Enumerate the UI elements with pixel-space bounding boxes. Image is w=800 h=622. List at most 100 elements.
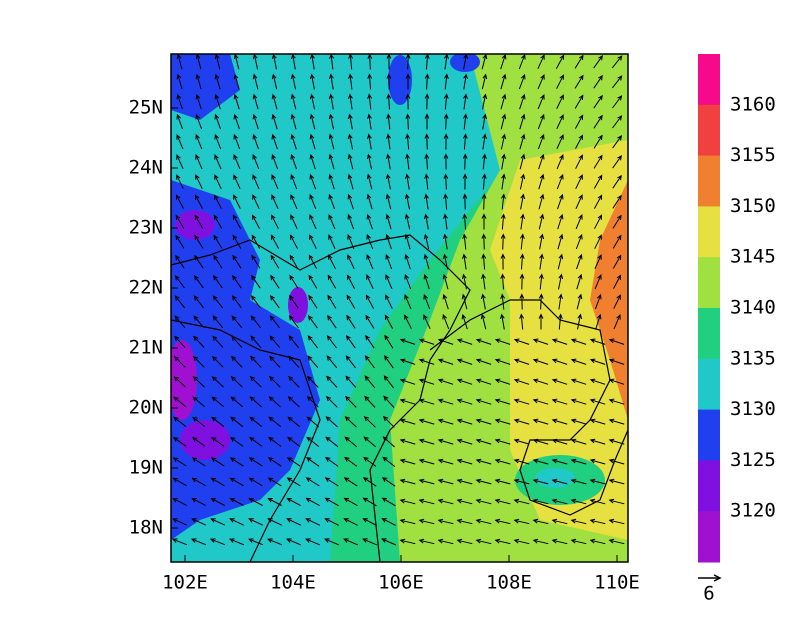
wind-arrow (551, 438, 568, 445)
wind-arrow (537, 113, 545, 130)
wind-arrow (347, 133, 354, 150)
wind-arrow (325, 436, 339, 448)
wind-arrow (251, 234, 261, 249)
wind-arrow (608, 398, 625, 405)
wind-arrow (539, 233, 545, 250)
reference-vector-head (713, 574, 722, 582)
wind-arrow (589, 478, 606, 485)
coastlines (171, 234, 628, 562)
wind-arrow (570, 458, 587, 465)
wind-arrow (593, 154, 603, 169)
wind-arrow (608, 538, 625, 545)
wind-arrow (556, 134, 564, 150)
wind-arrow (343, 497, 358, 507)
field-purple (180, 420, 230, 460)
colorbar-label: 3130 (730, 398, 776, 420)
wind-arrow (286, 457, 301, 467)
wind-arrow (347, 193, 354, 210)
wind-arrow (576, 293, 583, 310)
wind-arrow (399, 338, 416, 345)
wind-arrow (328, 133, 335, 150)
wind-arrow (593, 194, 603, 209)
wind-arrow (418, 538, 435, 545)
wind-arrow (191, 477, 206, 487)
wind-arrow (538, 213, 545, 230)
wind-arrow (192, 376, 205, 388)
colorbar-box (698, 358, 720, 411)
wind-arrow (233, 133, 241, 150)
wind-arrow (418, 338, 435, 345)
wind-arrow (386, 133, 391, 150)
wind-arrow (210, 457, 225, 467)
wind-arrow (612, 134, 623, 149)
wind-arrow (589, 498, 606, 505)
wind-arrow (418, 518, 435, 525)
wind-arrow (608, 498, 625, 505)
wind-arrow (399, 458, 416, 465)
wind-arrow (475, 418, 492, 425)
wind-arrow (326, 355, 338, 369)
wind-arrow (194, 254, 204, 269)
wind-arrow (252, 174, 260, 190)
wind-arrow (252, 153, 260, 170)
wind-arrow (551, 338, 568, 345)
wind-arrow (324, 497, 339, 507)
wind-arrow (287, 396, 300, 408)
field-blue-top (171, 54, 240, 120)
wind-arrow (230, 396, 244, 408)
wind-arrow (575, 154, 583, 169)
wind-arrow (437, 478, 454, 485)
wind-arrow (324, 518, 339, 526)
wind-arrow (557, 233, 564, 250)
wind-arrow (307, 335, 318, 349)
wind-arrow (437, 418, 454, 425)
wind-arrow (589, 458, 606, 465)
wind-arrow (494, 398, 511, 405)
wind-arrow (384, 334, 394, 349)
wind-arrow (271, 93, 278, 110)
wind-arrow (250, 315, 262, 329)
wind-arrow (570, 378, 587, 385)
wind-arrow (214, 154, 222, 170)
wind-arrow (365, 314, 375, 329)
wind-arrow (384, 354, 394, 369)
wind-arrow (612, 75, 623, 89)
wind-arrow (518, 73, 526, 90)
wind-arrow (494, 338, 511, 345)
wind-arrow (594, 293, 602, 310)
wind-arrow (557, 313, 563, 330)
wind-arrow (481, 233, 487, 250)
wind-arrow (461, 273, 467, 290)
border (171, 234, 471, 562)
wind-arrow (232, 234, 242, 249)
wind-arrow (538, 313, 544, 330)
x-tick-label: 102E (162, 572, 208, 594)
wind-arrow (286, 518, 302, 526)
wind-arrow (555, 54, 565, 69)
wind-arrow (309, 193, 317, 210)
wind-arrow (418, 398, 435, 405)
wind-arrow (306, 375, 319, 388)
wind-arrow (214, 73, 221, 90)
wind-arrow (575, 194, 583, 210)
wind-arrow (288, 355, 300, 368)
wind-arrow (519, 153, 526, 170)
wind-arrow (211, 376, 224, 388)
wind-arrow (443, 153, 449, 170)
wind-arrow (443, 233, 448, 250)
wind-arrow (551, 538, 568, 545)
colorbar-label: 3135 (730, 347, 776, 369)
wind-arrow (194, 194, 203, 209)
wind-arrow (287, 416, 301, 428)
wind-arrow (366, 213, 373, 230)
wind-arrow (174, 275, 185, 289)
wind-arrow (475, 358, 492, 365)
wind-arrow (191, 457, 206, 467)
wind-arrow (288, 335, 300, 349)
wind-arrow (289, 274, 299, 289)
wind-arrow (424, 153, 430, 170)
wind-arrow (594, 214, 603, 229)
colorbar-box (698, 460, 720, 512)
wind-arrow (267, 477, 282, 487)
wind-arrow (324, 477, 339, 487)
